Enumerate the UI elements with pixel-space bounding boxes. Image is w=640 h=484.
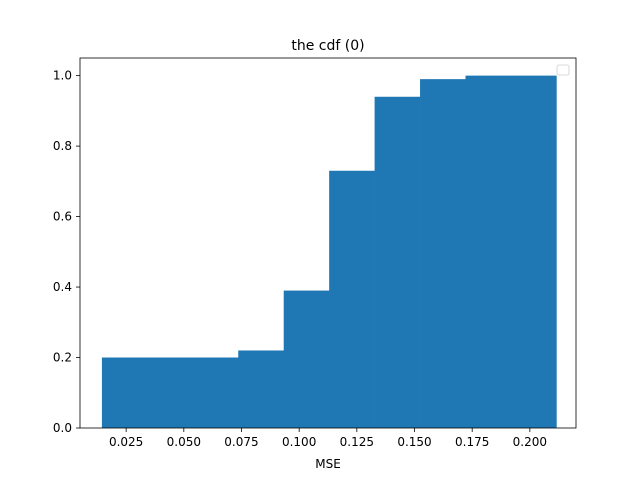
x-tick-label: 0.150 bbox=[397, 435, 431, 449]
x-tick-label: 0.100 bbox=[282, 435, 316, 449]
histogram-bar bbox=[329, 170, 375, 428]
x-tick-label: 0.175 bbox=[455, 435, 489, 449]
histogram-bar bbox=[101, 357, 148, 428]
y-tick-label: 0.4 bbox=[53, 280, 72, 294]
histogram-bar bbox=[192, 357, 239, 428]
x-axis-label: MSE bbox=[315, 457, 341, 471]
x-tick-label: 0.050 bbox=[167, 435, 201, 449]
histogram-bar bbox=[510, 75, 557, 429]
histogram-bar bbox=[147, 357, 194, 428]
y-tick-label: 0.8 bbox=[53, 139, 72, 153]
x-axis: 0.025 0.050 0.075 0.100 0.125 0.150 0.175 0.200 bbox=[109, 428, 547, 449]
histogram-bar bbox=[420, 79, 466, 428]
axes-frame bbox=[79, 57, 577, 429]
chart-title: the cdf (0) bbox=[291, 38, 364, 54]
x-tick-label: 0.025 bbox=[109, 435, 143, 449]
y-tick-label: 0.0 bbox=[53, 421, 72, 435]
y-tick-label: 1.0 bbox=[53, 69, 72, 83]
x-tick-label: 0.200 bbox=[513, 435, 547, 449]
legend-box bbox=[556, 64, 570, 76]
x-tick-label: 0.075 bbox=[224, 435, 258, 449]
histogram-bar bbox=[283, 290, 330, 428]
y-axis: 0.0 0.2 0.4 0.6 0.8 1.0 bbox=[53, 69, 80, 435]
y-tick-label: 0.2 bbox=[53, 351, 72, 365]
histogram-bar bbox=[238, 350, 285, 428]
y-tick-label: 0.6 bbox=[53, 210, 72, 224]
histogram-bar bbox=[374, 96, 421, 428]
x-tick-label: 0.125 bbox=[340, 435, 374, 449]
histogram-bar bbox=[465, 75, 512, 429]
legend bbox=[556, 64, 570, 76]
bars-layer bbox=[101, 75, 557, 429]
